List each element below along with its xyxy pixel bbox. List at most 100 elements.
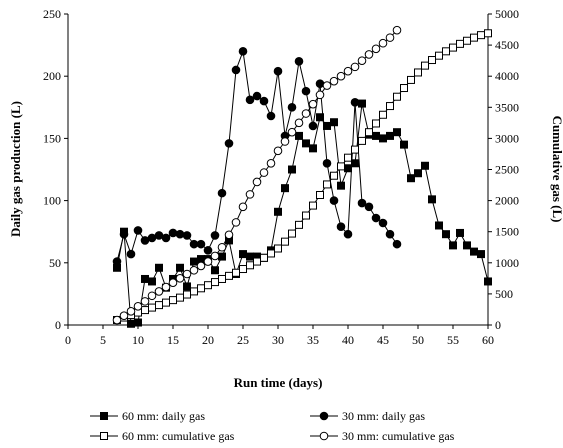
data-point	[302, 139, 310, 148]
data-point	[344, 153, 352, 162]
data-point	[372, 131, 380, 140]
data-point	[232, 268, 240, 277]
data-point	[190, 257, 198, 266]
data-point	[351, 145, 359, 154]
data-point	[323, 180, 331, 189]
data-point	[371, 213, 381, 223]
data-point	[343, 66, 353, 76]
data-point	[246, 261, 254, 270]
y-right-tick-label: 2000	[495, 194, 519, 208]
data-point	[239, 250, 247, 259]
data-point	[217, 188, 227, 198]
data-point	[224, 139, 234, 148]
legend-label: 30 mm: daily gas	[342, 409, 425, 423]
legend-item: 60 mm: cumulative gas	[90, 429, 235, 443]
data-point	[112, 257, 122, 266]
legend-label: 30 mm: cumulative gas	[342, 429, 455, 443]
data-point	[238, 202, 248, 212]
data-point	[294, 118, 304, 128]
data-point	[288, 229, 296, 238]
data-point	[456, 228, 464, 237]
data-point	[364, 50, 374, 59]
data-point	[372, 119, 380, 128]
legend-marker	[100, 412, 108, 420]
data-point	[245, 95, 255, 105]
data-point	[183, 282, 191, 291]
data-point	[274, 244, 282, 253]
data-point	[309, 144, 317, 153]
data-point	[294, 56, 304, 66]
data-point	[176, 263, 184, 272]
series-2	[112, 47, 402, 266]
data-point	[267, 249, 275, 258]
data-point	[231, 65, 241, 75]
data-point	[407, 75, 415, 84]
data-point	[273, 66, 283, 76]
x-tick-label: 30	[272, 333, 284, 347]
y-right-tick-label: 2500	[495, 163, 519, 177]
y-right-tick-label: 5000	[495, 7, 519, 21]
data-point	[274, 207, 282, 216]
data-point	[231, 218, 241, 227]
data-point	[470, 33, 478, 42]
data-point	[442, 230, 450, 239]
x-tick-label: 35	[307, 333, 319, 347]
data-point	[365, 128, 373, 137]
data-point	[168, 228, 178, 238]
y-axis-right-label: Cumulative gas (L)	[550, 116, 563, 223]
data-point	[127, 319, 135, 328]
y-right-tick-label: 500	[495, 287, 513, 301]
data-point	[189, 265, 199, 275]
data-point	[350, 98, 360, 107]
data-point	[239, 265, 247, 274]
data-point	[322, 158, 332, 168]
data-point	[400, 84, 408, 93]
data-point	[435, 51, 443, 60]
data-point	[364, 202, 374, 212]
data-point	[253, 257, 261, 266]
data-point	[169, 296, 177, 305]
data-point	[134, 318, 142, 327]
data-point	[246, 252, 254, 261]
series-1	[113, 99, 492, 328]
data-point	[162, 298, 170, 307]
data-point	[357, 56, 367, 65]
x-tick-label: 45	[377, 333, 389, 347]
data-point	[273, 146, 283, 156]
legend-marker	[100, 432, 108, 440]
data-point	[141, 274, 149, 283]
data-point	[336, 222, 346, 232]
data-point	[225, 271, 233, 280]
data-point	[343, 229, 353, 239]
data-point	[308, 121, 318, 131]
legend-marker	[319, 411, 329, 421]
data-point	[316, 191, 324, 200]
data-point	[428, 56, 436, 65]
data-point	[463, 36, 471, 45]
data-point	[315, 90, 325, 100]
x-tick-label: 10	[132, 333, 144, 347]
data-point	[329, 196, 339, 205]
data-point	[316, 113, 324, 122]
data-point	[484, 29, 492, 38]
legend-marker	[319, 431, 329, 441]
data-point	[477, 250, 485, 259]
data-point	[155, 263, 163, 272]
data-point	[421, 161, 429, 170]
y-right-tick-label: 1500	[495, 225, 519, 239]
data-point	[119, 311, 129, 320]
data-point	[224, 230, 234, 240]
data-point	[211, 266, 219, 275]
data-point	[435, 221, 443, 230]
data-point	[182, 269, 192, 279]
data-point	[196, 239, 206, 249]
data-point	[428, 195, 436, 204]
data-point	[260, 253, 268, 262]
data-point	[302, 211, 310, 220]
data-point	[148, 303, 156, 312]
data-point	[357, 198, 367, 208]
data-point	[238, 47, 248, 56]
data-point	[175, 274, 185, 283]
tick-labels: 0 5 10 15 20 25 30 35 40 45 50 55 600501001502002500…	[43, 7, 519, 347]
data-point	[358, 99, 366, 108]
